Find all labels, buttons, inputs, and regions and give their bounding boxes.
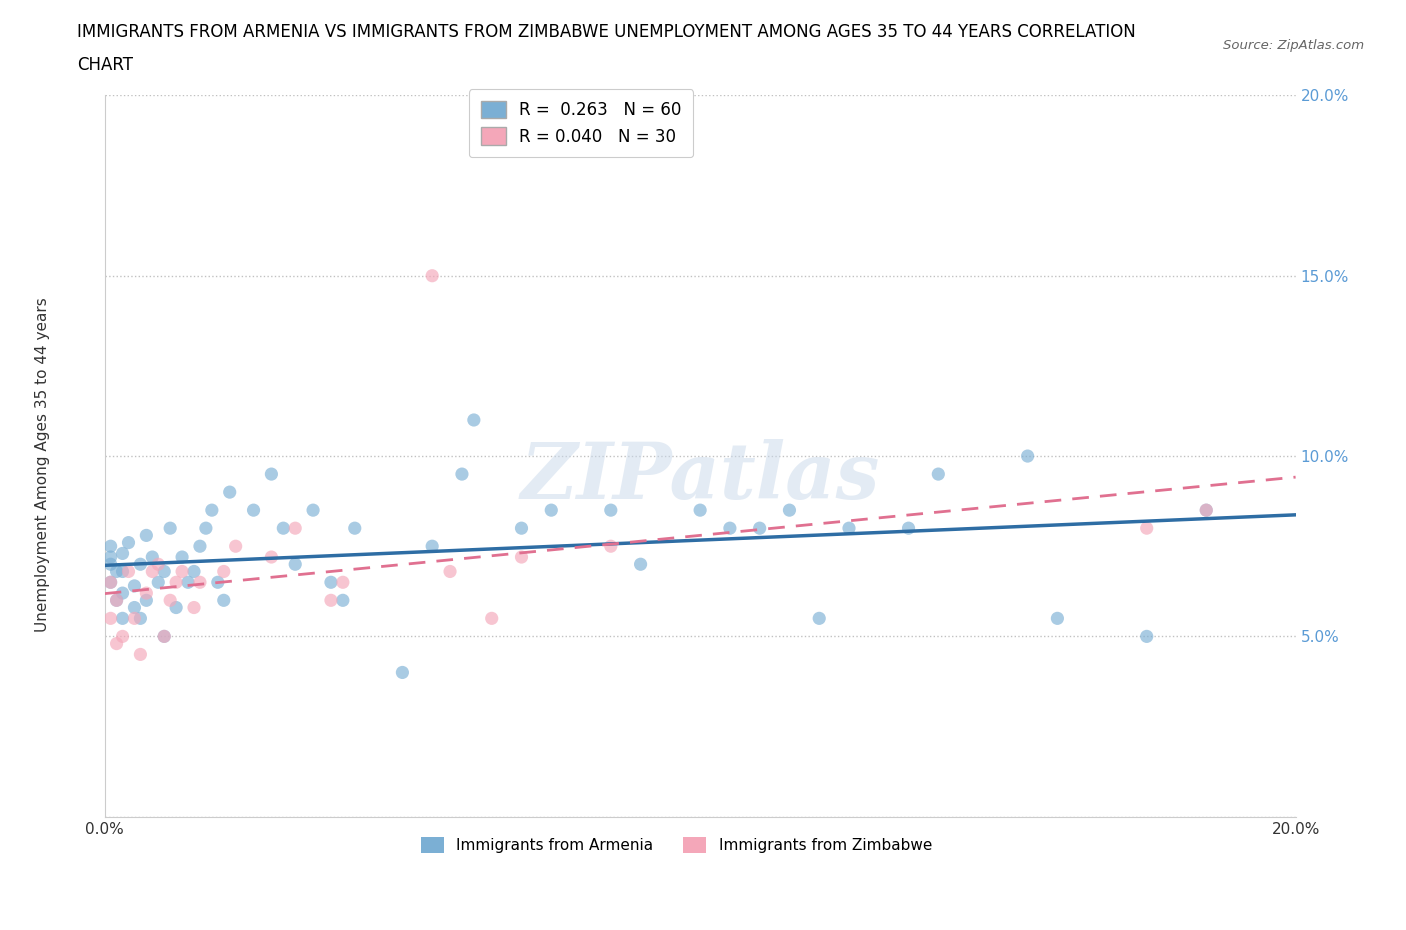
Point [117, 535, 139, 550]
Point [273, 521, 295, 536]
Point [689, 503, 711, 518]
Point [111, 629, 134, 644]
Point [124, 611, 146, 626]
Point [260, 550, 283, 565]
Point [1017, 448, 1039, 463]
Point [451, 467, 474, 482]
Point [927, 467, 949, 482]
Point [332, 575, 354, 590]
Point [100, 538, 122, 553]
Point [439, 564, 461, 578]
Point [599, 538, 621, 553]
Point [129, 647, 152, 662]
Point [129, 557, 152, 572]
Text: IMMIGRANTS FROM ARMENIA VS IMMIGRANTS FROM ZIMBABWE UNEMPLOYMENT AMONG AGES 35 T: IMMIGRANTS FROM ARMENIA VS IMMIGRANTS FR… [77, 23, 1136, 41]
Point [838, 521, 860, 536]
Point [510, 521, 533, 536]
Point [201, 503, 224, 518]
Point [124, 600, 146, 615]
Point [159, 521, 181, 536]
Point [165, 600, 187, 615]
Point [105, 593, 128, 608]
Point [129, 611, 152, 626]
Point [153, 629, 176, 644]
Point [391, 665, 413, 680]
Point [105, 593, 128, 608]
Point [148, 575, 170, 590]
Point [100, 550, 122, 565]
Point [302, 503, 325, 518]
Point [153, 564, 176, 578]
Point [188, 575, 211, 590]
Point [194, 521, 217, 536]
Point [105, 636, 128, 651]
Point [148, 557, 170, 572]
Point [124, 578, 146, 593]
Point [630, 557, 652, 572]
Point [420, 538, 443, 553]
Point [510, 550, 533, 565]
Point [100, 557, 122, 572]
Point [808, 611, 831, 626]
Point [284, 557, 307, 572]
Point [481, 611, 503, 626]
Point [319, 593, 342, 608]
Point [100, 611, 122, 626]
Point [135, 528, 157, 543]
Point [177, 575, 200, 590]
Text: CHART: CHART [77, 56, 134, 73]
Point [183, 600, 205, 615]
Point [141, 550, 163, 565]
Point [153, 629, 176, 644]
Point [420, 268, 443, 283]
Point [100, 575, 122, 590]
Point [100, 575, 122, 590]
Point [1046, 611, 1069, 626]
Point [1195, 503, 1218, 518]
Point [159, 593, 181, 608]
Point [1136, 629, 1159, 644]
Point [111, 564, 134, 578]
Point [212, 593, 235, 608]
Point [343, 521, 366, 536]
Point [1195, 503, 1218, 518]
Point [188, 538, 211, 553]
Point [242, 503, 264, 518]
Point [332, 593, 354, 608]
Text: Source: ZipAtlas.com: Source: ZipAtlas.com [1223, 39, 1364, 52]
Point [135, 593, 157, 608]
Point [260, 467, 283, 482]
Point [165, 575, 187, 590]
Point [141, 564, 163, 578]
Point [207, 575, 229, 590]
Point [225, 538, 247, 553]
Point [218, 485, 240, 499]
Point [111, 611, 134, 626]
Legend: Immigrants from Armenia, Immigrants from Zimbabwe: Immigrants from Armenia, Immigrants from… [415, 831, 938, 859]
Point [172, 550, 194, 565]
Point [105, 564, 128, 578]
Point [172, 564, 194, 578]
Text: ZIPatlas: ZIPatlas [520, 440, 880, 516]
Point [540, 503, 562, 518]
Text: Unemployment Among Ages 35 to 44 years: Unemployment Among Ages 35 to 44 years [35, 298, 49, 632]
Point [183, 564, 205, 578]
Point [463, 413, 485, 428]
Point [319, 575, 342, 590]
Point [897, 521, 920, 536]
Point [599, 503, 621, 518]
Point [117, 564, 139, 578]
Point [718, 521, 741, 536]
Point [135, 586, 157, 601]
Point [748, 521, 770, 536]
Point [1136, 521, 1159, 536]
Point [778, 503, 800, 518]
Point [111, 586, 134, 601]
Point [284, 521, 307, 536]
Point [212, 564, 235, 578]
Point [111, 546, 134, 561]
